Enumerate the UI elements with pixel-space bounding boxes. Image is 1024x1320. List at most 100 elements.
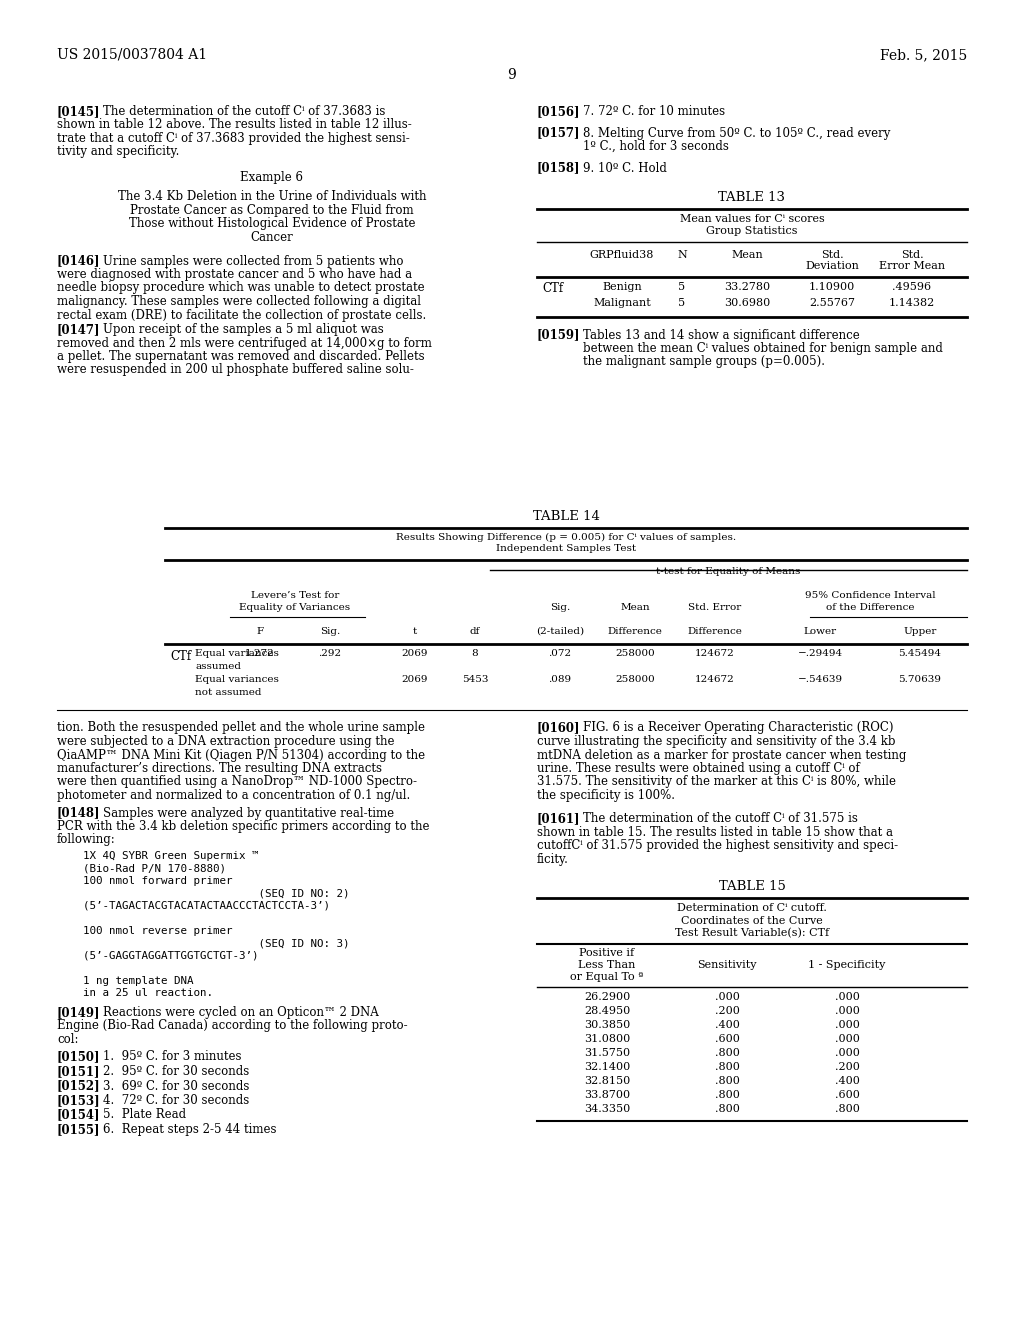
Text: .400: .400 bbox=[715, 1020, 739, 1030]
Text: [0157]: [0157] bbox=[537, 127, 581, 140]
Text: rectal exam (DRE) to facilitate the collection of prostate cells.: rectal exam (DRE) to facilitate the coll… bbox=[57, 309, 426, 322]
Text: 124672: 124672 bbox=[695, 676, 735, 685]
Text: the malignant sample groups (p=0.005).: the malignant sample groups (p=0.005). bbox=[583, 355, 825, 368]
Text: 1.  95º C. for 3 minutes: 1. 95º C. for 3 minutes bbox=[103, 1051, 242, 1064]
Text: [0161]: [0161] bbox=[537, 813, 581, 825]
Text: needle biopsy procedure which was unable to detect prostate: needle biopsy procedure which was unable… bbox=[57, 281, 425, 294]
Text: Deviation: Deviation bbox=[805, 261, 859, 271]
Text: 33.2780: 33.2780 bbox=[724, 282, 770, 293]
Text: .600: .600 bbox=[835, 1090, 859, 1100]
Text: Results Showing Difference (p = 0.005) for Cⁱ values of samples.: Results Showing Difference (p = 0.005) f… bbox=[396, 532, 736, 541]
Text: [0149]: [0149] bbox=[57, 1006, 100, 1019]
Text: were then quantified using a NanoDrop™ ND-1000 Spectro-: were then quantified using a NanoDrop™ N… bbox=[57, 776, 417, 788]
Text: Sensitivity: Sensitivity bbox=[697, 960, 757, 970]
Text: Std.: Std. bbox=[820, 249, 844, 260]
Text: Std. Error: Std. Error bbox=[688, 603, 741, 612]
Text: [0146]: [0146] bbox=[57, 255, 100, 268]
Text: The 3.4 Kb Deletion in the Urine of Individuals with: The 3.4 Kb Deletion in the Urine of Indi… bbox=[118, 190, 426, 203]
Text: photometer and normalized to a concentration of 0.1 ng/ul.: photometer and normalized to a concentra… bbox=[57, 789, 411, 803]
Text: Equal variances: Equal variances bbox=[195, 676, 279, 685]
Text: [0148]: [0148] bbox=[57, 807, 100, 820]
Text: ficity.: ficity. bbox=[537, 853, 569, 866]
Text: Test Result Variable(s): CTf: Test Result Variable(s): CTf bbox=[675, 928, 829, 939]
Text: [0155]: [0155] bbox=[57, 1123, 100, 1137]
Text: Difference: Difference bbox=[687, 627, 742, 636]
Text: GRPfluid38: GRPfluid38 bbox=[590, 249, 654, 260]
Text: Reactions were cycled on an Opticon™ 2 DNA: Reactions were cycled on an Opticon™ 2 D… bbox=[103, 1006, 379, 1019]
Text: [0156]: [0156] bbox=[537, 106, 581, 117]
Text: Mean: Mean bbox=[731, 249, 763, 260]
Text: Error Mean: Error Mean bbox=[879, 261, 945, 271]
Text: −.29494: −.29494 bbox=[798, 649, 843, 659]
Text: 258000: 258000 bbox=[615, 649, 655, 659]
Text: [0153]: [0153] bbox=[57, 1094, 100, 1107]
Text: 34.3350: 34.3350 bbox=[584, 1104, 630, 1114]
Text: 1º C., hold for 3 seconds: 1º C., hold for 3 seconds bbox=[583, 140, 729, 153]
Text: between the mean Cⁱ values obtained for benign sample and: between the mean Cⁱ values obtained for … bbox=[583, 342, 943, 355]
Text: 1.10900: 1.10900 bbox=[809, 282, 855, 293]
Text: [0159]: [0159] bbox=[537, 329, 581, 342]
Text: in a 25 ul reaction.: in a 25 ul reaction. bbox=[57, 989, 213, 998]
Text: 8: 8 bbox=[472, 649, 478, 659]
Text: manufacturer’s directions. The resulting DNA extracts: manufacturer’s directions. The resulting… bbox=[57, 762, 382, 775]
Text: 26.2900: 26.2900 bbox=[584, 993, 630, 1002]
Text: t-test for Equality of Means: t-test for Equality of Means bbox=[656, 568, 801, 577]
Text: 7. 72º C. for 10 minutes: 7. 72º C. for 10 minutes bbox=[583, 106, 725, 117]
Text: 4.  72º C. for 30 seconds: 4. 72º C. for 30 seconds bbox=[103, 1094, 249, 1107]
Text: not assumed: not assumed bbox=[195, 688, 261, 697]
Text: .800: .800 bbox=[715, 1063, 739, 1072]
Text: following:: following: bbox=[57, 833, 116, 846]
Text: Positive if: Positive if bbox=[580, 949, 635, 958]
Text: Urine samples were collected from 5 patients who: Urine samples were collected from 5 pati… bbox=[103, 255, 403, 268]
Text: QiaAMP™ DNA Mini Kit (Qiagen P/N 51304) according to the: QiaAMP™ DNA Mini Kit (Qiagen P/N 51304) … bbox=[57, 748, 425, 762]
Text: a pellet. The supernatant was removed and discarded. Pellets: a pellet. The supernatant was removed an… bbox=[57, 350, 425, 363]
Text: Those without Histological Evidence of Prostate: Those without Histological Evidence of P… bbox=[129, 218, 416, 231]
Text: .600: .600 bbox=[715, 1034, 739, 1044]
Text: 5.  Plate Read: 5. Plate Read bbox=[103, 1109, 186, 1122]
Text: 1 - Specificity: 1 - Specificity bbox=[808, 960, 886, 970]
Text: 5: 5 bbox=[679, 298, 685, 308]
Text: Difference: Difference bbox=[607, 627, 663, 636]
Text: Determination of Cⁱ cutoff.: Determination of Cⁱ cutoff. bbox=[677, 903, 827, 913]
Text: CTf: CTf bbox=[542, 282, 563, 296]
Text: US 2015/0037804 A1: US 2015/0037804 A1 bbox=[57, 48, 207, 62]
Text: F: F bbox=[256, 627, 263, 636]
Text: 31.0800: 31.0800 bbox=[584, 1034, 630, 1044]
Text: shown in table 15. The results listed in table 15 show that a: shown in table 15. The results listed in… bbox=[537, 826, 893, 840]
Text: cutoffCⁱ of 31.575 provided the highest sensitivity and speci-: cutoffCⁱ of 31.575 provided the highest … bbox=[537, 840, 898, 853]
Text: [0147]: [0147] bbox=[57, 323, 100, 337]
Text: (2-tailed): (2-tailed) bbox=[536, 627, 584, 636]
Text: 2069: 2069 bbox=[401, 649, 428, 659]
Text: Cancer: Cancer bbox=[251, 231, 293, 244]
Text: Engine (Bio-Rad Canada) according to the following proto-: Engine (Bio-Rad Canada) according to the… bbox=[57, 1019, 408, 1032]
Text: .000: .000 bbox=[835, 1034, 859, 1044]
Text: 1 ng template DNA: 1 ng template DNA bbox=[57, 975, 194, 986]
Text: curve illustrating the specificity and sensitivity of the 3.4 kb: curve illustrating the specificity and s… bbox=[537, 735, 896, 748]
Text: malignancy. These samples were collected following a digital: malignancy. These samples were collected… bbox=[57, 294, 421, 308]
Text: TABLE 15: TABLE 15 bbox=[719, 880, 785, 894]
Text: shown in table 12 above. The results listed in table 12 illus-: shown in table 12 above. The results lis… bbox=[57, 119, 412, 132]
Text: [0150]: [0150] bbox=[57, 1051, 100, 1064]
Text: 30.3850: 30.3850 bbox=[584, 1020, 630, 1030]
Text: Malignant: Malignant bbox=[593, 298, 651, 308]
Text: 1.272: 1.272 bbox=[245, 649, 274, 659]
Text: Levere’s Test for: Levere’s Test for bbox=[251, 591, 339, 601]
Text: (5’-TAGACTACGTACATACTAACCCTACTCCTA-3’): (5’-TAGACTACGTACATACTAACCCTACTCCTA-3’) bbox=[57, 902, 330, 911]
Text: (Bio-Rad P/N 170-8880): (Bio-Rad P/N 170-8880) bbox=[57, 863, 226, 874]
Text: Upon receipt of the samples a 5 ml aliquot was: Upon receipt of the samples a 5 ml aliqu… bbox=[103, 323, 384, 337]
Text: .800: .800 bbox=[715, 1090, 739, 1100]
Text: Sig.: Sig. bbox=[550, 603, 570, 612]
Text: Group Statistics: Group Statistics bbox=[707, 226, 798, 236]
Text: df: df bbox=[470, 627, 480, 636]
Text: 28.4950: 28.4950 bbox=[584, 1006, 630, 1016]
Text: were resuspended in 200 ul phosphate buffered saline solu-: were resuspended in 200 ul phosphate buf… bbox=[57, 363, 414, 376]
Text: Independent Samples Test: Independent Samples Test bbox=[496, 544, 636, 553]
Text: 32.1400: 32.1400 bbox=[584, 1063, 630, 1072]
Text: urine. These results were obtained using a cutoff Cⁱ of: urine. These results were obtained using… bbox=[537, 762, 860, 775]
Text: .800: .800 bbox=[835, 1104, 859, 1114]
Text: (SEQ ID NO: 3): (SEQ ID NO: 3) bbox=[57, 939, 349, 949]
Text: 31.575. The sensitivity of the marker at this Cⁱ is 80%, while: 31.575. The sensitivity of the marker at… bbox=[537, 776, 896, 788]
Text: .200: .200 bbox=[715, 1006, 739, 1016]
Text: 100 nmol forward primer: 100 nmol forward primer bbox=[57, 876, 232, 886]
Text: 5: 5 bbox=[679, 282, 685, 293]
